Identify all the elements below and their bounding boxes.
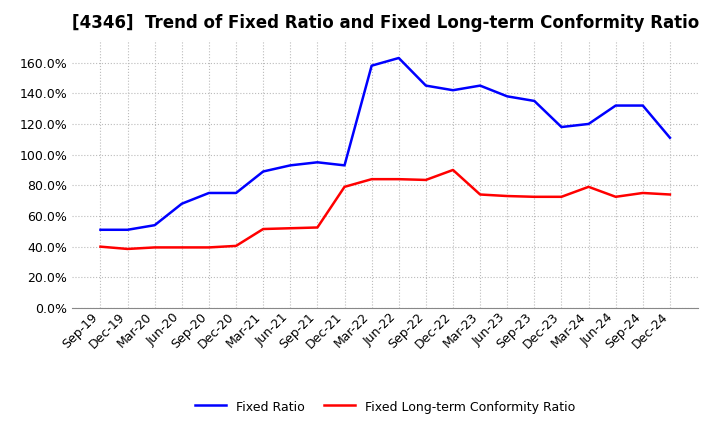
Fixed Ratio <box>557 125 566 130</box>
Line: Fixed Ratio: Fixed Ratio <box>101 58 670 230</box>
Fixed Ratio <box>204 191 213 196</box>
Fixed Long-term Conformity Ratio <box>503 194 511 199</box>
Fixed Long-term Conformity Ratio <box>449 167 457 172</box>
Fixed Long-term Conformity Ratio <box>259 226 268 231</box>
Fixed Long-term Conformity Ratio <box>421 177 430 183</box>
Fixed Ratio <box>503 94 511 99</box>
Fixed Ratio <box>476 83 485 88</box>
Fixed Long-term Conformity Ratio <box>611 194 620 199</box>
Fixed Long-term Conformity Ratio <box>557 194 566 199</box>
Fixed Ratio <box>611 103 620 108</box>
Fixed Ratio <box>232 191 240 196</box>
Fixed Long-term Conformity Ratio <box>204 245 213 250</box>
Fixed Ratio <box>259 169 268 174</box>
Fixed Long-term Conformity Ratio <box>665 192 674 197</box>
Title: [4346]  Trend of Fixed Ratio and Fixed Long-term Conformity Ratio: [4346] Trend of Fixed Ratio and Fixed Lo… <box>71 15 699 33</box>
Fixed Ratio <box>123 227 132 232</box>
Fixed Ratio <box>286 163 294 168</box>
Fixed Ratio <box>96 227 105 232</box>
Line: Fixed Long-term Conformity Ratio: Fixed Long-term Conformity Ratio <box>101 170 670 249</box>
Fixed Long-term Conformity Ratio <box>232 243 240 249</box>
Fixed Long-term Conformity Ratio <box>313 225 322 230</box>
Fixed Long-term Conformity Ratio <box>530 194 539 199</box>
Fixed Long-term Conformity Ratio <box>286 226 294 231</box>
Fixed Ratio <box>530 98 539 103</box>
Fixed Ratio <box>449 88 457 93</box>
Fixed Ratio <box>341 163 349 168</box>
Fixed Ratio <box>150 223 159 228</box>
Fixed Long-term Conformity Ratio <box>584 184 593 190</box>
Fixed Long-term Conformity Ratio <box>341 184 349 190</box>
Fixed Ratio <box>367 63 376 68</box>
Fixed Ratio <box>639 103 647 108</box>
Fixed Ratio <box>421 83 430 88</box>
Fixed Long-term Conformity Ratio <box>96 244 105 249</box>
Fixed Long-term Conformity Ratio <box>639 191 647 196</box>
Fixed Ratio <box>584 121 593 127</box>
Fixed Ratio <box>313 160 322 165</box>
Fixed Long-term Conformity Ratio <box>178 245 186 250</box>
Fixed Long-term Conformity Ratio <box>367 176 376 182</box>
Fixed Long-term Conformity Ratio <box>123 246 132 252</box>
Fixed Ratio <box>665 135 674 140</box>
Fixed Long-term Conformity Ratio <box>476 192 485 197</box>
Fixed Long-term Conformity Ratio <box>395 176 403 182</box>
Fixed Long-term Conformity Ratio <box>150 245 159 250</box>
Fixed Ratio <box>395 55 403 61</box>
Legend: Fixed Ratio, Fixed Long-term Conformity Ratio: Fixed Ratio, Fixed Long-term Conformity … <box>195 400 575 414</box>
Fixed Ratio <box>178 201 186 206</box>
